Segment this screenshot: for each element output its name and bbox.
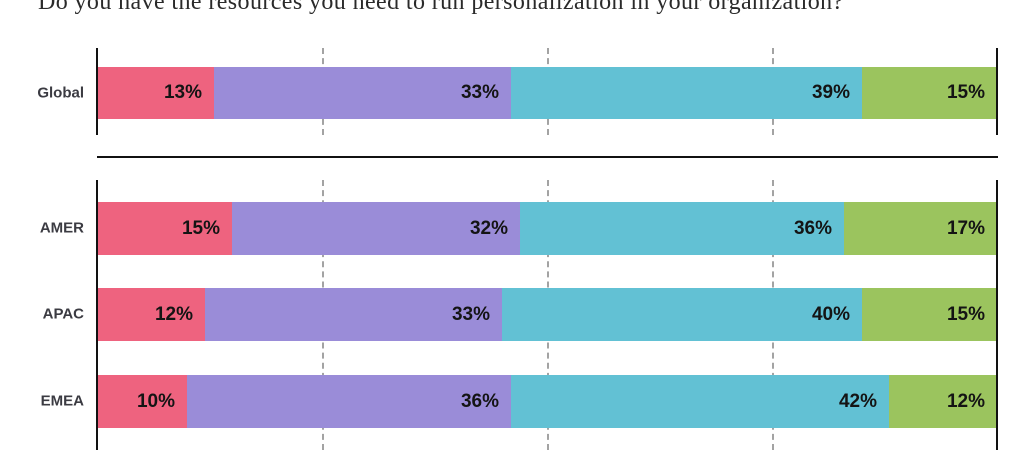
- bar-segment-teal: 39%: [511, 67, 862, 119]
- segment-value-label: 12%: [154, 303, 193, 325]
- bar-segment-pink: 12%: [97, 288, 205, 341]
- chart-title: Do you have the resources you need to ru…: [38, 0, 844, 15]
- segment-value-label: 17%: [946, 217, 985, 239]
- axis-line-right: [996, 180, 998, 450]
- bar-segment-green: 12%: [889, 375, 997, 428]
- segment-value-label: 39%: [811, 82, 850, 103]
- segment-value-label: 33%: [451, 303, 490, 325]
- bar-row-amer: 15% 32% 36% 17%: [97, 202, 997, 255]
- bar-segment-teal: 36%: [520, 202, 844, 255]
- bar-segment-green: 15%: [862, 67, 997, 119]
- axis-line-left: [96, 180, 98, 450]
- segment-value-label: 15%: [946, 82, 985, 103]
- bar-segment-pink: 10%: [97, 375, 187, 428]
- axis-line-right: [996, 48, 998, 135]
- category-label-amer: AMER: [39, 219, 84, 237]
- bar-segment-green: 15%: [862, 288, 997, 341]
- bar-row-apac: 12% 33% 40% 15%: [97, 288, 997, 341]
- bar-segment-purple: 32%: [232, 202, 520, 255]
- bar-segment-green: 17%: [844, 202, 997, 255]
- segment-value-label: 33%: [460, 82, 499, 103]
- bar-segment-purple: 33%: [214, 67, 511, 119]
- section-divider: [97, 156, 998, 158]
- segment-value-label: 36%: [460, 390, 499, 412]
- bar-row-emea: 10% 36% 42% 12%: [97, 375, 997, 428]
- bar-segment-purple: 36%: [187, 375, 511, 428]
- bar-segment-pink: 13%: [97, 67, 214, 119]
- bar-segment-pink: 15%: [97, 202, 232, 255]
- segment-value-label: 15%: [946, 303, 985, 325]
- bar-row-global: 13% 33% 39% 15%: [97, 67, 997, 119]
- axis-line-left: [96, 48, 98, 135]
- segment-value-label: 12%: [946, 390, 985, 412]
- category-label-global: Global: [37, 84, 84, 102]
- segment-value-label: 15%: [181, 217, 220, 239]
- bar-segment-teal: 42%: [511, 375, 889, 428]
- segment-value-label: 10%: [136, 390, 175, 412]
- segment-value-label: 32%: [469, 217, 508, 239]
- segment-value-label: 13%: [163, 82, 202, 103]
- top-chart: 13% 33% 39% 15%: [96, 48, 998, 135]
- segment-value-label: 36%: [793, 217, 832, 239]
- bottom-chart: 15% 32% 36% 17% 12% 33% 40% 15% 10% 36% 42% 12%: [96, 180, 998, 450]
- segment-value-label: 42%: [838, 390, 877, 412]
- bar-segment-teal: 40%: [502, 288, 862, 341]
- segment-value-label: 40%: [811, 303, 850, 325]
- category-label-apac: APAC: [42, 305, 84, 323]
- bar-segment-purple: 33%: [205, 288, 502, 341]
- category-label-emea: EMEA: [40, 392, 84, 410]
